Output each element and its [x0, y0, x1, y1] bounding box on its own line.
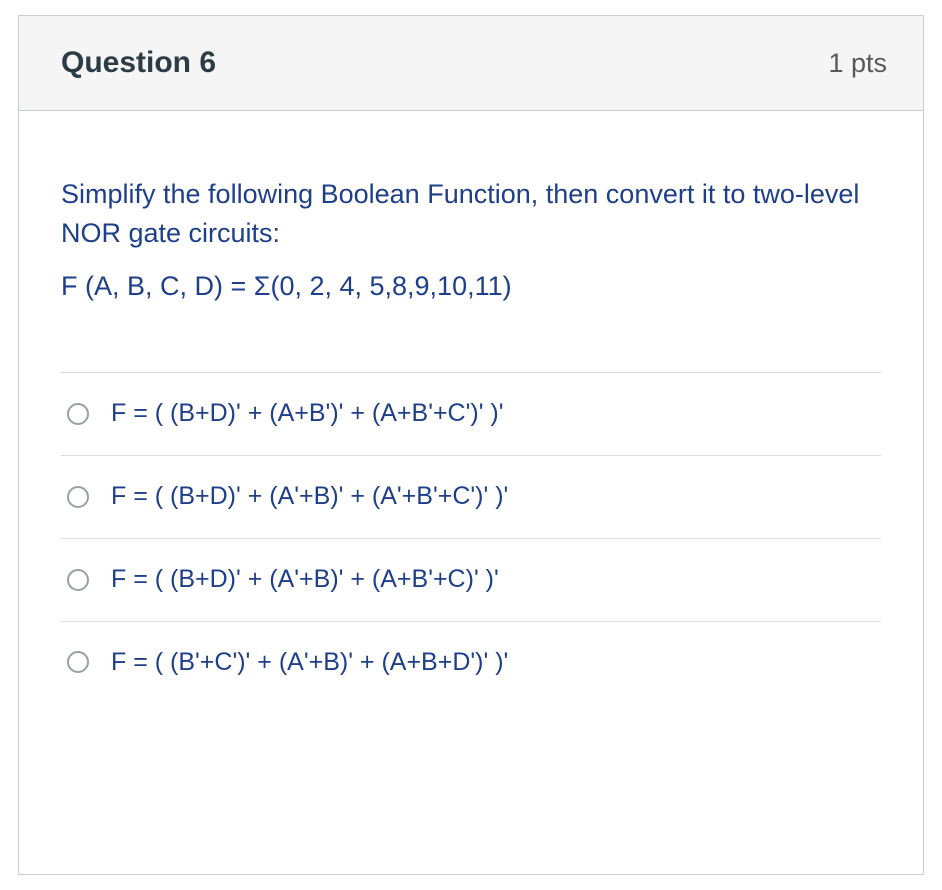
question-function: F (A, B, C, D) = Σ(0, 2, 4, 5,8,9,10,11) — [61, 271, 881, 302]
radio-icon[interactable] — [67, 486, 89, 508]
question-card: Question 6 1 pts Simplify the following … — [18, 15, 924, 875]
option-row[interactable]: F = ( (B+D)' + (A'+B)' + (A+B'+C)' )' — [61, 538, 881, 621]
radio-icon[interactable] — [67, 651, 89, 673]
question-prompt: Simplify the following Boolean Function,… — [61, 175, 881, 253]
options-list: F = ( (B+D)' + (A+B')' + (A+B'+C')' )' F… — [61, 372, 881, 703]
question-body: Simplify the following Boolean Function,… — [19, 111, 923, 727]
radio-icon[interactable] — [67, 569, 89, 591]
radio-icon[interactable] — [67, 403, 89, 425]
question-title: Question 6 — [61, 46, 216, 80]
option-row[interactable]: F = ( (B'+C')' + (A'+B)' + (A+B+D')' )' — [61, 621, 881, 704]
option-text: F = ( (B+D)' + (A'+B)' + (A+B'+C)' )' — [111, 563, 499, 597]
question-points: 1 pts — [828, 48, 887, 79]
option-row[interactable]: F = ( (B+D)' + (A+B')' + (A+B'+C')' )' — [61, 372, 881, 455]
option-text: F = ( (B'+C')' + (A'+B)' + (A+B+D')' )' — [111, 646, 508, 680]
option-text: F = ( (B+D)' + (A+B')' + (A+B'+C')' )' — [111, 397, 504, 431]
question-header: Question 6 1 pts — [19, 16, 923, 111]
prompt-text: Simplify the following Boolean Function,… — [61, 175, 881, 253]
option-row[interactable]: F = ( (B+D)' + (A'+B)' + (A'+B'+C')' )' — [61, 455, 881, 538]
option-text: F = ( (B+D)' + (A'+B)' + (A'+B'+C')' )' — [111, 480, 508, 514]
